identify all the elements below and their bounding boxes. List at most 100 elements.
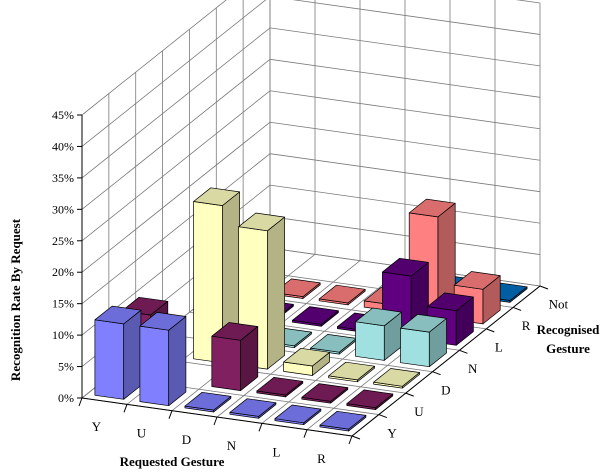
bar-top-face (273, 278, 321, 297)
bar-top-face (238, 212, 285, 232)
bar-top-face (184, 391, 232, 411)
bar-D-Y (184, 391, 232, 413)
x-tick-label: U (137, 426, 147, 441)
y-tick-mark (405, 392, 414, 397)
grid-line (269, 121, 541, 161)
bar-top-face (346, 389, 394, 409)
bar-L-N (355, 307, 402, 361)
y-tick-mark (512, 306, 522, 311)
bar-top-face (408, 198, 456, 218)
bar-top-face (400, 314, 447, 333)
bar-side-face (267, 216, 285, 370)
y-tick-label: D (441, 382, 450, 397)
x-tick-label: R (317, 451, 326, 466)
y-axis-line (351, 285, 541, 437)
bar-side-face (123, 309, 142, 400)
bar-D-R (318, 284, 366, 306)
bar-top-face (274, 404, 322, 424)
x-tick-mark (303, 429, 308, 438)
bar-U-Y (139, 312, 187, 407)
bar-R-U (346, 389, 394, 410)
bar-R-D (373, 368, 420, 389)
grid-line (269, 184, 541, 224)
grid-line (81, 0, 267, 147)
bar-top-face (211, 322, 259, 341)
x-tick-mark (213, 416, 218, 426)
bar-front-face (139, 325, 170, 407)
bar-top-face (328, 361, 375, 381)
y-axis-label-line2: Gesture (546, 341, 590, 356)
bar-top-face (427, 292, 474, 312)
bar-top-face (319, 410, 367, 430)
bar-R-Y (319, 410, 367, 432)
bar-D-D (238, 212, 285, 370)
z-tick-label: 40% (52, 139, 74, 153)
y-tick-mark (539, 285, 549, 290)
bar-top-face (139, 312, 187, 331)
grid-line (269, 90, 541, 130)
y-tick-label: Not (549, 297, 569, 312)
x-axis-label: Requested Gesture (120, 454, 225, 469)
x-tick-mark (123, 404, 128, 413)
y-tick-label: U (414, 404, 424, 419)
bar-Y-Y (94, 305, 142, 400)
bar-U-R (273, 278, 321, 299)
grid-line (81, 153, 271, 304)
z-tick-label: 5% (58, 360, 74, 374)
z-tick-label: 35% (52, 171, 74, 185)
grid-line (269, 58, 541, 98)
z-tick-label: 25% (52, 234, 74, 248)
y-tick-label: Y (387, 425, 397, 440)
y-tick-mark (432, 371, 441, 376)
z-axis-ticks: 0% 5% 10% 15% 20% 25% 30% 35% 40% 45% (52, 108, 82, 405)
y-tick-mark (459, 349, 468, 354)
z-tick-label: 0% (58, 391, 74, 405)
grid-line (81, 121, 271, 273)
bar-top-face (301, 383, 349, 402)
bar-N-Y (229, 398, 277, 419)
grid-line (81, 0, 227, 116)
grid-line (81, 90, 271, 242)
bar-L-Y (274, 404, 322, 426)
x-tick-label: D (182, 432, 191, 447)
bar-front-face (355, 321, 385, 361)
x-tick-mark (348, 435, 353, 445)
y-axis-label-line1: Recognised (537, 322, 601, 337)
grid-line (81, 27, 271, 179)
bar-top-face (382, 257, 429, 277)
category-labels: Y U D N L R Y U D N L R Not (78, 285, 569, 466)
x-tick-mark (258, 423, 263, 432)
bar-L-U (301, 383, 349, 404)
x-tick-label: N (227, 438, 237, 453)
bar-N-N (310, 334, 357, 355)
z-tick-label: 10% (52, 328, 74, 342)
bar-D-L (292, 306, 339, 327)
bar-top-face (318, 284, 366, 304)
bar-top-face (355, 307, 402, 327)
x-tick-label: L (273, 445, 281, 460)
grid-line (269, 216, 541, 255)
y-tick-label: L (495, 340, 503, 355)
bar-top-face (256, 376, 304, 396)
y-tick-label: R (522, 318, 531, 333)
bars (94, 187, 528, 432)
z-tick-label: 45% (52, 108, 74, 122)
bar-side-face (168, 316, 187, 407)
x-tick-mark (168, 410, 173, 419)
bar-front-face (400, 327, 430, 368)
z-tick-label: 30% (52, 202, 74, 216)
y-tick-mark (351, 435, 361, 440)
z-axis-label: Recognition Rate By Request (8, 218, 23, 381)
bar-N-D (283, 347, 330, 376)
floor-line (216, 266, 406, 418)
z-tick-label: 20% (52, 265, 74, 279)
bar-top-face (229, 398, 277, 417)
y-tick-mark (378, 414, 388, 419)
bar-D-U (211, 322, 259, 391)
y-tick-mark (486, 328, 495, 333)
bar-N-U (256, 376, 304, 398)
x-tick-mark (78, 397, 83, 407)
bar-front-face (94, 319, 125, 400)
